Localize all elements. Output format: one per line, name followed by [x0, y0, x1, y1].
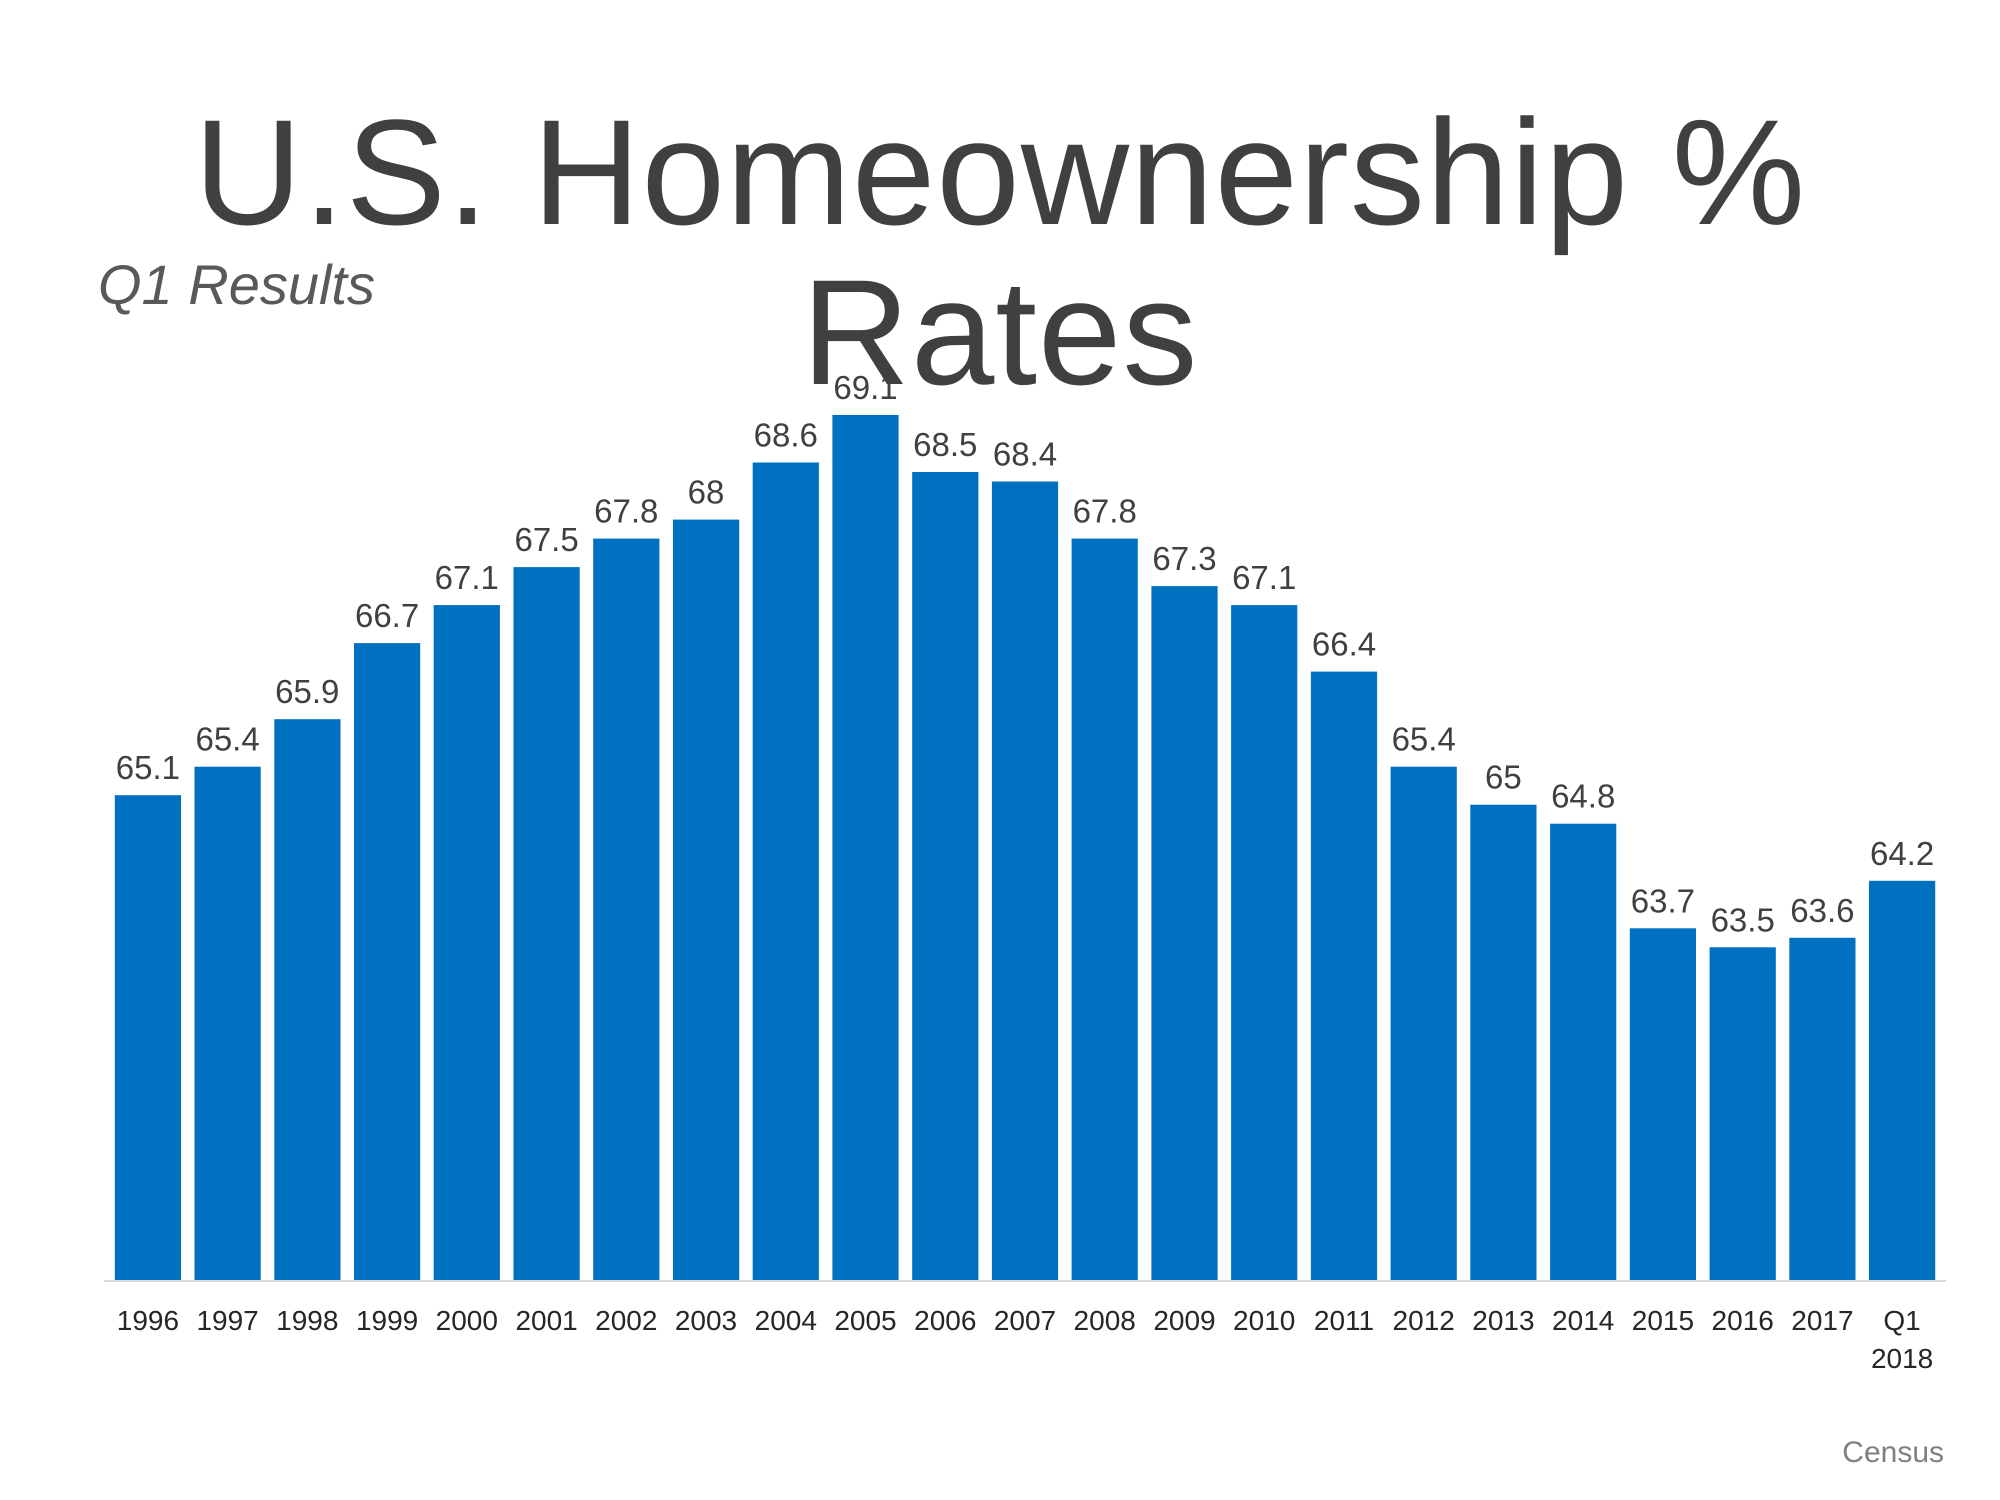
x-tick-label: 2010: [1233, 1305, 1295, 1336]
x-tick-label: 2003: [675, 1305, 737, 1336]
bar-2009: [1151, 586, 1218, 1280]
bar-1996: [114, 795, 181, 1280]
bar-2008: [1071, 538, 1138, 1280]
chart-title: U.S. Homeownership % Rates: [193, 88, 1807, 416]
x-tick-label: 2015: [1632, 1305, 1694, 1336]
x-tick-label: 2013: [1472, 1305, 1534, 1336]
bar-2007: [991, 481, 1059, 1280]
data-label: 68.4: [993, 436, 1057, 473]
x-tick-label: 2004: [755, 1305, 817, 1336]
x-tick-label: 2012: [1393, 1305, 1455, 1336]
bar-2002: [593, 538, 660, 1280]
data-label: 66.7: [355, 597, 419, 634]
bar-2000: [433, 605, 500, 1280]
bar-2015: [1629, 928, 1696, 1280]
bar-1999: [354, 643, 421, 1280]
data-label: 63.7: [1631, 882, 1695, 919]
data-label: 67.5: [514, 521, 578, 558]
bar-2014: [1550, 823, 1617, 1280]
x-tick-label: 2014: [1552, 1305, 1614, 1336]
x-tick-label: 2011: [1314, 1305, 1374, 1336]
x-tick-label: 1997: [196, 1305, 258, 1336]
data-label: 63.5: [1711, 901, 1775, 938]
bar-2003: [673, 519, 740, 1280]
x-tick-label: 2001: [515, 1305, 577, 1336]
x-tick-label: 2002: [595, 1305, 657, 1336]
bar-2012: [1390, 766, 1457, 1280]
bar-2011: [1310, 671, 1378, 1280]
data-label: 69.1: [833, 369, 897, 406]
bar-1998: [274, 719, 341, 1280]
x-tick-label: 2017: [1791, 1305, 1853, 1336]
data-label: 67.1: [435, 559, 499, 596]
data-label: 65.1: [116, 749, 180, 786]
data-label: 68: [688, 474, 725, 511]
x-tick-label: Q1: [1883, 1305, 1920, 1336]
data-label: 65: [1485, 759, 1522, 796]
bar-q1-2018: [1869, 880, 1936, 1280]
data-label: 63.6: [1790, 892, 1854, 929]
x-tick-label: 2018: [1871, 1343, 1933, 1374]
data-label: 67.8: [594, 493, 658, 530]
x-tick-label: 2007: [994, 1305, 1056, 1336]
data-label: 66.4: [1312, 626, 1376, 663]
data-label: 65.4: [1392, 721, 1456, 758]
bar-2017: [1789, 937, 1856, 1280]
x-tick-label: 2006: [914, 1305, 976, 1336]
x-tick-label: 2009: [1153, 1305, 1215, 1336]
bar-2006: [912, 472, 979, 1280]
data-label: 68.6: [754, 417, 818, 454]
x-tick-label: 1998: [276, 1305, 338, 1336]
bar-2010: [1231, 605, 1298, 1280]
source-label: Census: [1842, 1436, 1944, 1469]
x-tick-label: 2000: [436, 1305, 498, 1336]
bar-2001: [513, 567, 580, 1280]
data-label: 65.9: [275, 673, 339, 710]
bar-2013: [1470, 804, 1537, 1280]
data-label: 64.8: [1551, 778, 1615, 815]
bar-2004: [752, 462, 819, 1280]
x-tick-label: 1999: [356, 1305, 418, 1336]
x-tick-label: 2005: [834, 1305, 896, 1336]
data-label: 64.2: [1870, 835, 1934, 872]
data-label: 68.5: [913, 426, 977, 463]
x-tick-label: 1996: [117, 1305, 179, 1336]
bar-1997: [194, 766, 261, 1280]
bar-2016: [1709, 947, 1776, 1280]
data-label: 67.8: [1073, 493, 1137, 530]
x-tick-label: 2016: [1712, 1305, 1774, 1336]
bar-2005: [832, 415, 899, 1280]
data-label: 67.3: [1152, 540, 1216, 577]
chart-subtitle: Q1 Results: [98, 253, 375, 316]
x-tick-label: 2008: [1074, 1305, 1136, 1336]
data-label: 65.4: [195, 721, 259, 758]
data-label: 67.1: [1232, 559, 1296, 596]
